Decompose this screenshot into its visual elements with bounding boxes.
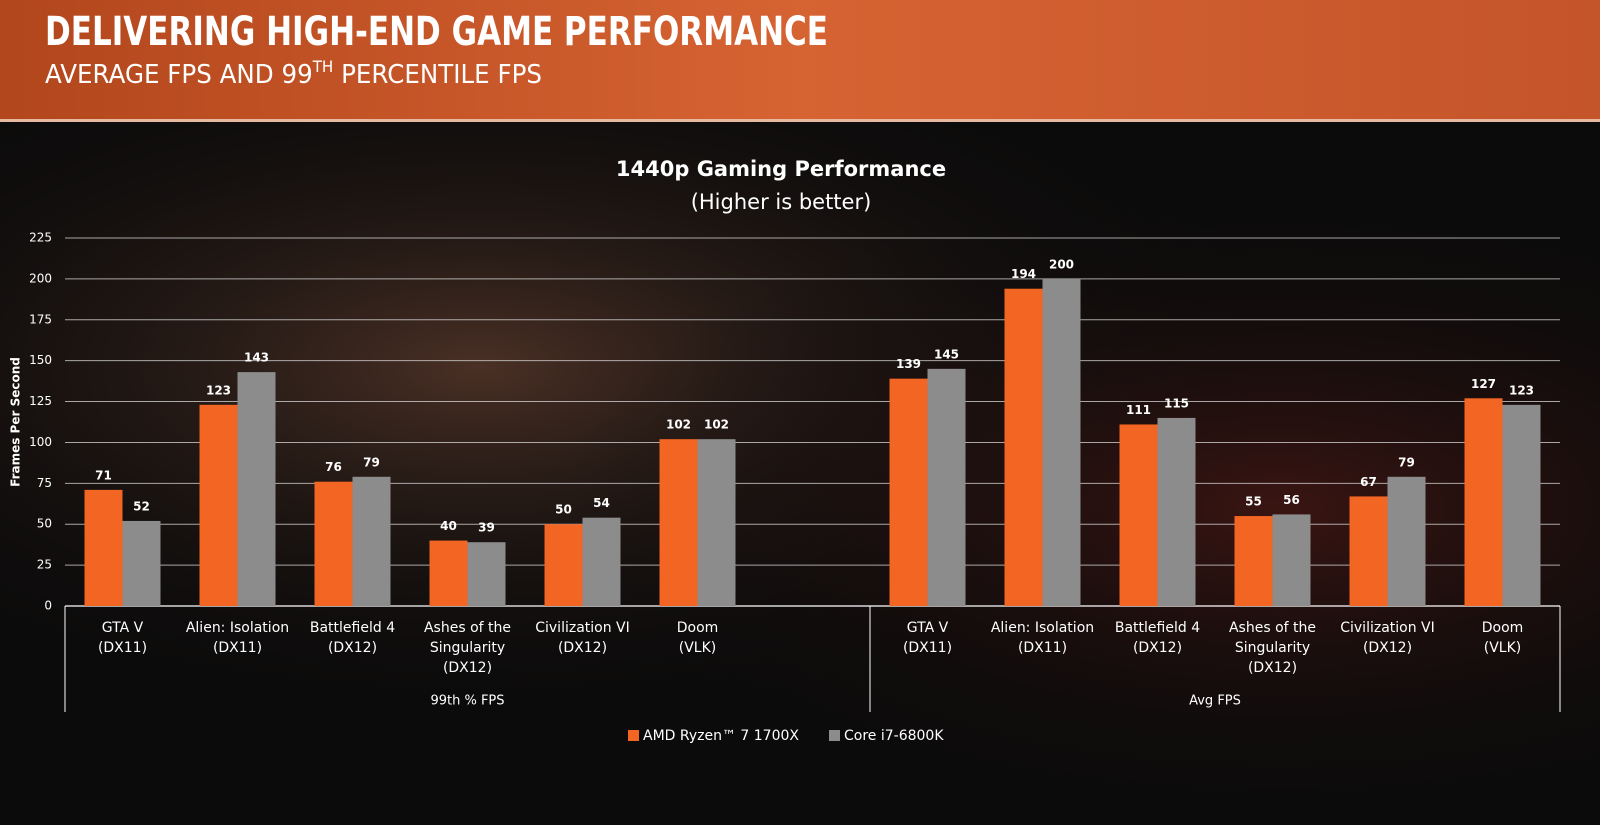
bar bbox=[889, 378, 928, 606]
header-border bbox=[0, 119, 1600, 122]
bar bbox=[544, 524, 583, 606]
y-tick-label: 125 bbox=[29, 394, 52, 408]
y-tick-label: 0 bbox=[44, 599, 52, 613]
data-label: 79 bbox=[1398, 455, 1415, 469]
data-label: 123 bbox=[1509, 383, 1534, 397]
data-label: 143 bbox=[244, 351, 269, 365]
x-tick-label: Battlefield 4 (DX12) bbox=[309, 620, 396, 656]
bar bbox=[1272, 514, 1311, 606]
data-label: 139 bbox=[896, 357, 921, 371]
bar bbox=[352, 476, 391, 606]
bar bbox=[1119, 424, 1158, 606]
bar bbox=[467, 542, 506, 606]
x-tick-label: GTA V (DX11) bbox=[97, 620, 148, 656]
y-tick-label: 75 bbox=[37, 476, 52, 490]
data-label: 145 bbox=[934, 347, 959, 361]
subtitle-text: AVERAGE FPS AND 99 bbox=[45, 60, 313, 90]
y-tick-label: 150 bbox=[29, 353, 52, 367]
slide-subtitle: AVERAGE FPS AND 99TH PERCENTILE FPS bbox=[45, 57, 542, 90]
x-tick-label: Ashes of the Singularity (DX12) bbox=[1228, 620, 1317, 676]
x-tick-label: Doom (VLK) bbox=[1481, 620, 1524, 656]
data-label: 194 bbox=[1011, 267, 1036, 281]
x-tick-label: Battlefield 4 (DX12) bbox=[1114, 620, 1201, 656]
bar bbox=[697, 439, 736, 606]
group-label: Avg FPS bbox=[1189, 694, 1241, 709]
y-tick-label: 50 bbox=[37, 517, 52, 531]
data-label: 54 bbox=[593, 496, 610, 510]
legend-swatch bbox=[628, 730, 639, 741]
bar bbox=[1234, 516, 1273, 606]
bar bbox=[1464, 398, 1503, 606]
x-tick-label: GTA V (DX11) bbox=[902, 620, 953, 656]
data-label: 127 bbox=[1471, 377, 1496, 391]
bar bbox=[1042, 278, 1081, 606]
bar bbox=[1004, 288, 1043, 606]
x-tick-label: Doom (VLK) bbox=[676, 620, 719, 656]
bar bbox=[84, 489, 123, 606]
bar bbox=[199, 404, 238, 606]
data-label: 79 bbox=[363, 455, 380, 469]
data-label: 102 bbox=[666, 418, 691, 432]
data-label: 76 bbox=[325, 460, 342, 474]
bar bbox=[927, 368, 966, 606]
y-axis-label: Frames Per Second bbox=[9, 357, 23, 487]
data-label: 40 bbox=[440, 519, 457, 533]
data-label: 71 bbox=[95, 468, 112, 482]
data-label: 67 bbox=[1360, 475, 1377, 489]
data-label: 200 bbox=[1049, 257, 1074, 271]
y-tick-label: 200 bbox=[29, 271, 52, 285]
bar bbox=[1502, 404, 1541, 606]
legend-label: AMD Ryzen™ 7 1700X bbox=[643, 728, 799, 744]
chart-subtitle: (Higher is better) bbox=[691, 190, 872, 214]
data-label: 123 bbox=[206, 383, 231, 397]
chart-title: 1440p Gaming Performance bbox=[616, 157, 946, 181]
data-label: 50 bbox=[555, 503, 572, 517]
bar bbox=[237, 372, 276, 606]
y-tick-label: 175 bbox=[29, 312, 52, 326]
x-tick-label: Civilization VI (DX12) bbox=[535, 620, 630, 656]
group-label: 99th % FPS bbox=[430, 694, 504, 709]
x-tick-label: Civilization VI (DX12) bbox=[1340, 620, 1435, 656]
data-label: 102 bbox=[704, 418, 729, 432]
slide-title: DELIVERING HIGH-END GAME PERFORMANCE bbox=[45, 9, 828, 55]
y-tick-label: 100 bbox=[29, 435, 52, 449]
bar bbox=[314, 481, 353, 606]
bar bbox=[1157, 417, 1196, 606]
subtitle-text: PERCENTILE FPS bbox=[333, 60, 542, 90]
data-label: 52 bbox=[133, 499, 150, 513]
legend-label: Core i7-6800K bbox=[844, 728, 944, 744]
subtitle-sup: TH bbox=[312, 57, 334, 76]
bar bbox=[582, 517, 621, 606]
x-tick-label: Ashes of the Singularity (DX12) bbox=[423, 620, 512, 676]
data-label: 39 bbox=[478, 521, 495, 535]
bar bbox=[1349, 496, 1388, 606]
y-tick-label: 225 bbox=[29, 231, 52, 245]
bar bbox=[1387, 476, 1426, 606]
bar bbox=[122, 520, 161, 606]
x-tick-label: Alien: Isolation (DX11) bbox=[990, 620, 1095, 656]
data-label: 55 bbox=[1245, 495, 1262, 509]
header-band bbox=[0, 0, 1600, 120]
data-label: 111 bbox=[1126, 403, 1151, 417]
data-label: 56 bbox=[1283, 493, 1300, 507]
bar bbox=[429, 540, 468, 606]
x-tick-label: Alien: Isolation (DX11) bbox=[185, 620, 290, 656]
data-label: 115 bbox=[1164, 396, 1189, 410]
legend-swatch bbox=[829, 730, 840, 741]
bar bbox=[659, 439, 698, 606]
y-tick-label: 25 bbox=[37, 558, 52, 572]
